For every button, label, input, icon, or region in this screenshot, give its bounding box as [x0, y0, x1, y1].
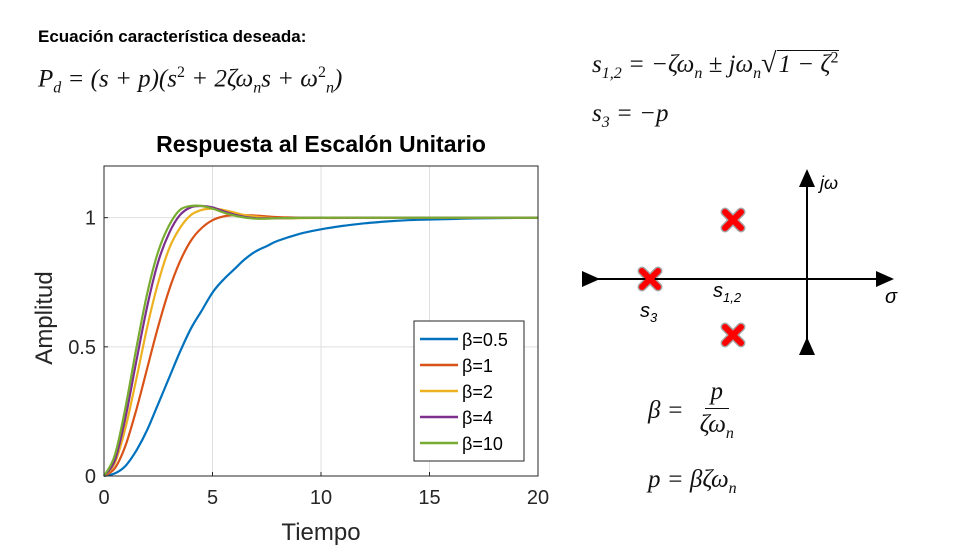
x-tick-label: 15 — [418, 487, 440, 509]
pole-marker-s3 — [637, 266, 663, 292]
pd-lhs: P — [38, 65, 54, 93]
x-tick-label: 5 — [207, 487, 218, 509]
y-tick-label: 1 — [85, 208, 96, 230]
s3-sub: 3 — [601, 114, 610, 131]
y-tick-label: 0 — [85, 466, 96, 488]
s12-sqrt-body: 1 − ζ — [778, 51, 831, 78]
beta-numerator: p — [704, 378, 729, 409]
equation-s12: s1,2 = −ζωn ± jωn√1 − ζ2 — [592, 48, 839, 83]
s12-sub: 1,2 — [601, 65, 622, 82]
chart-title: Respuesta al Escalón Unitario — [156, 131, 486, 157]
pole-marker-s1 — [720, 207, 746, 233]
beta-denominator: ζωn — [694, 409, 740, 443]
s3-label: s3 — [640, 300, 658, 325]
s12-rhs2: ± jω — [702, 51, 754, 78]
pd-sup-2: 2 — [317, 64, 326, 81]
p-eq-text: p = βζω — [648, 466, 729, 493]
axis-ticks: 0 5 10 15 20 0 0.5 1 — [68, 208, 549, 509]
pd-rhs2: + 2ζω — [184, 65, 254, 93]
legend-label: β=1 — [462, 356, 493, 376]
y-tick-label: 0.5 — [68, 337, 96, 359]
series-lines — [103, 204, 539, 478]
x-tick-label: 20 — [527, 487, 549, 509]
s3-lhs: s — [592, 100, 602, 127]
heading-text: Ecuación característica deseada: — [38, 27, 307, 46]
x-tick-label: 0 — [98, 487, 109, 509]
s12-rhs: = −ζω — [621, 51, 695, 78]
pole-x-mark — [722, 324, 744, 346]
x-axis-label: Tiempo — [281, 519, 360, 546]
s12-sub-n2: n — [753, 65, 762, 82]
s12-sqrt: 1 − ζ2 — [776, 49, 839, 78]
pd-rhs: = (s + p)(s — [61, 65, 177, 93]
pd-sub: d — [53, 79, 62, 97]
s12-sqrt-sup: 2 — [830, 49, 839, 67]
s12-label: s1,2 — [713, 280, 742, 305]
beta-den-sub: n — [725, 425, 734, 442]
chart-legend: β=0.5 β=1 β=2 β=4 β=10 — [413, 320, 525, 462]
p-eq-sub: n — [728, 480, 737, 497]
pole-zero-diagram: jω σ s3 s1,2 — [582, 169, 898, 355]
pd-sub-n2: n — [325, 79, 334, 97]
x-tick-label: 10 — [310, 487, 332, 509]
pd-sup-1: 2 — [176, 64, 185, 81]
sigma-label: σ — [885, 286, 898, 308]
s12-lhs: s — [592, 51, 602, 78]
equation-s3: s3 = −p — [592, 100, 668, 132]
legend-label: β=10 — [462, 434, 503, 454]
s3-rhs: = −p — [609, 100, 669, 127]
beta-fraction: p ζωn — [694, 378, 740, 443]
pole-x-mark — [722, 209, 744, 231]
legend-label: β=0.5 — [462, 330, 508, 350]
equation-beta: β = p ζωn — [648, 378, 740, 443]
equation-p: p = βζωn — [648, 466, 737, 498]
y-axis-label: Amplitud — [31, 271, 58, 364]
s12-sub-n1: n — [694, 65, 703, 82]
step-response-chart: Respuesta al Escalón Unitario 0 5 10 15 2000… — [31, 131, 549, 546]
pd-rhs3: s + ω — [261, 65, 318, 93]
pole-x-mark — [639, 268, 661, 290]
beta-lhs: β = — [648, 396, 684, 424]
pd-close: ) — [333, 65, 343, 93]
jw-label: jω — [817, 173, 838, 193]
legend-label: β=2 — [462, 382, 493, 402]
legend-label: β=4 — [462, 408, 493, 428]
beta-den-text: ζω — [699, 411, 726, 438]
pd-sub-n1: n — [253, 79, 262, 97]
series-line-1 — [103, 216, 539, 478]
sqrt-sign: √ — [761, 48, 777, 79]
series-line-5 — [103, 204, 538, 477]
equation-pd: Pd = (s + p)(s2 + 2ζωns + ω2n) — [38, 64, 342, 97]
pole-marker-s2 — [720, 322, 746, 348]
